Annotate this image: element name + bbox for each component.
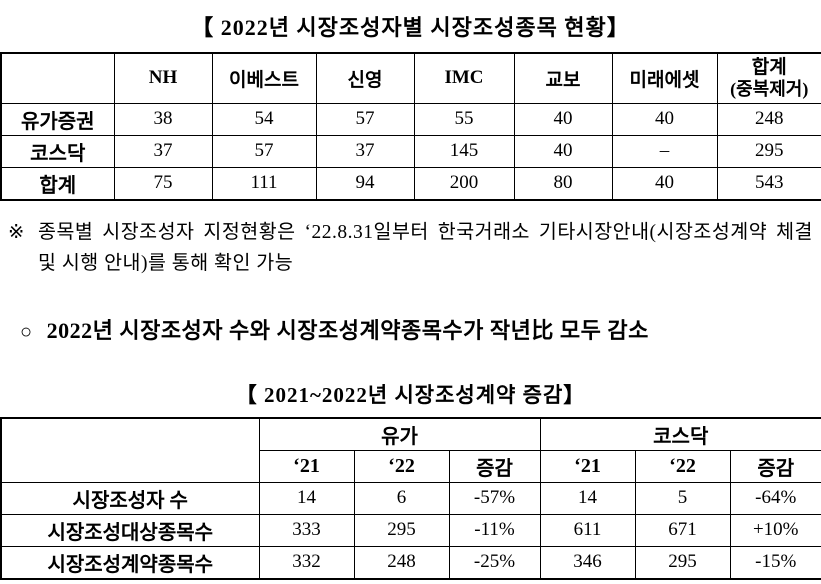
- data-cell: 94: [315, 166, 415, 200]
- sub-header: ‘21: [539, 449, 636, 483]
- col-header: NH: [113, 52, 213, 104]
- data-cell: 6: [353, 481, 450, 515]
- footnote: ※ 종목별 시장조성자 지정현황은 ‘22.8.31일부터 한국거래소 기타시장…: [8, 217, 813, 279]
- data-cell: -57%: [448, 481, 541, 515]
- col-header-total: 합계 (중복제거): [716, 52, 821, 104]
- col-header: 신영: [315, 52, 415, 104]
- col-header: IMC: [413, 52, 515, 104]
- row-label: 시장조성계약종목수: [0, 545, 260, 579]
- data-cell: 40: [611, 166, 718, 200]
- data-cell: 611: [539, 513, 636, 547]
- data-cell: 295: [634, 545, 731, 579]
- data-cell: 14: [258, 481, 355, 515]
- bullet-text: 2022년 시장조성자 수와 시장조성계약종목수가 작년比 모두 감소: [46, 317, 649, 343]
- data-cell: -11%: [448, 513, 541, 547]
- table-market-makers-2022: NH 이베스트 신영 IMC 교보 미래에셋 합계 (중복제거) 유가증권 38…: [0, 52, 821, 201]
- data-cell: +10%: [729, 513, 821, 547]
- data-cell: 5: [634, 481, 731, 515]
- data-cell: 543: [716, 166, 821, 200]
- table-row: 시장조성자 수 14 6 -57% 14 5 -64%: [0, 481, 821, 515]
- col-header: 미래에셋: [611, 52, 718, 104]
- row-label: 합계: [0, 166, 115, 200]
- data-cell: 332: [258, 545, 355, 579]
- table1-corner-cell: [0, 52, 115, 104]
- table2-sub-header-row: ‘21 ‘22 증감 ‘21 ‘22 증감: [1, 449, 821, 483]
- data-cell: 57: [211, 134, 317, 168]
- table2-group-header-row: 유가 코스닥: [0, 417, 821, 483]
- table-row: 합계 75 111 94 200 80 40 543: [0, 166, 821, 200]
- data-cell: 37: [113, 134, 213, 168]
- data-cell: 38: [113, 102, 213, 136]
- table-contract-change-2021-2022: 유가 코스닥 ‘21 ‘22 증감 ‘21 ‘22 증감 시장조성자 수 14 …: [0, 416, 821, 580]
- table2-title: 【 2021~2022년 시장조성계약 증감】: [235, 382, 586, 407]
- data-cell: 671: [634, 513, 731, 547]
- table1-header-row: NH 이베스트 신영 IMC 교보 미래에셋 합계 (중복제거): [0, 52, 821, 104]
- footnote-text: 종목별 시장조성자 지정현황은 ‘22.8.31일부터 한국거래소 기타시장안내…: [38, 221, 813, 274]
- summary-bullet: ○ 2022년 시장조성자 수와 시장조성계약종목수가 작년比 모두 감소: [20, 313, 813, 345]
- row-label: 시장조성대상종목수: [0, 513, 260, 547]
- data-cell: 40: [513, 102, 613, 136]
- data-cell: 346: [539, 545, 636, 579]
- data-cell: 200: [413, 166, 515, 200]
- total-header-line1: 합계: [751, 57, 787, 79]
- data-cell: 40: [513, 134, 613, 168]
- row-label: 시장조성자 수: [0, 481, 260, 515]
- table2-corner-cell: [0, 417, 260, 483]
- data-cell: -15%: [729, 545, 821, 579]
- table-row: 시장조성계약종목수 332 248 -25% 346 295 -15%: [0, 545, 821, 579]
- group-header-kospi: 유가: [258, 417, 541, 451]
- data-cell: 37: [315, 134, 415, 168]
- data-cell: 80: [513, 166, 613, 200]
- sub-header: ‘22: [353, 449, 450, 483]
- col-header: 교보: [513, 52, 613, 104]
- col-header: 이베스트: [211, 52, 317, 104]
- sub-header: 증감: [729, 449, 821, 483]
- data-cell: 295: [353, 513, 450, 547]
- table-row: 코스닥 37 57 37 145 40 – 295: [0, 134, 821, 168]
- footnote-marker: ※: [8, 221, 25, 243]
- bullet-marker: ○: [20, 320, 33, 343]
- data-cell: 333: [258, 513, 355, 547]
- data-cell: -25%: [448, 545, 541, 579]
- sub-header: 증감: [448, 449, 541, 483]
- sub-header: ‘22: [634, 449, 731, 483]
- table-row: 시장조성대상종목수 333 295 -11% 611 671 +10%: [0, 513, 821, 547]
- data-cell: 75: [113, 166, 213, 200]
- data-cell: 295: [716, 134, 821, 168]
- data-cell: 111: [211, 166, 317, 200]
- row-label: 유가증권: [0, 102, 115, 136]
- row-label: 코스닥: [0, 134, 115, 168]
- data-cell: 145: [413, 134, 515, 168]
- sub-header: ‘21: [258, 449, 355, 483]
- data-cell: 248: [716, 102, 821, 136]
- data-cell: 55: [413, 102, 515, 136]
- table1-title: 【 2022년 시장조성자별 시장조성종목 현황】: [191, 15, 630, 40]
- data-cell: 14: [539, 481, 636, 515]
- total-header-line2: (중복제거): [730, 79, 809, 100]
- data-cell: 54: [211, 102, 317, 136]
- data-cell: -64%: [729, 481, 821, 515]
- data-cell: 57: [315, 102, 415, 136]
- data-cell: 248: [353, 545, 450, 579]
- table-row: 유가증권 38 54 57 55 40 40 248: [0, 102, 821, 136]
- data-cell: –: [611, 134, 718, 168]
- group-header-kosdaq: 코스닥: [539, 417, 821, 451]
- data-cell: 40: [611, 102, 718, 136]
